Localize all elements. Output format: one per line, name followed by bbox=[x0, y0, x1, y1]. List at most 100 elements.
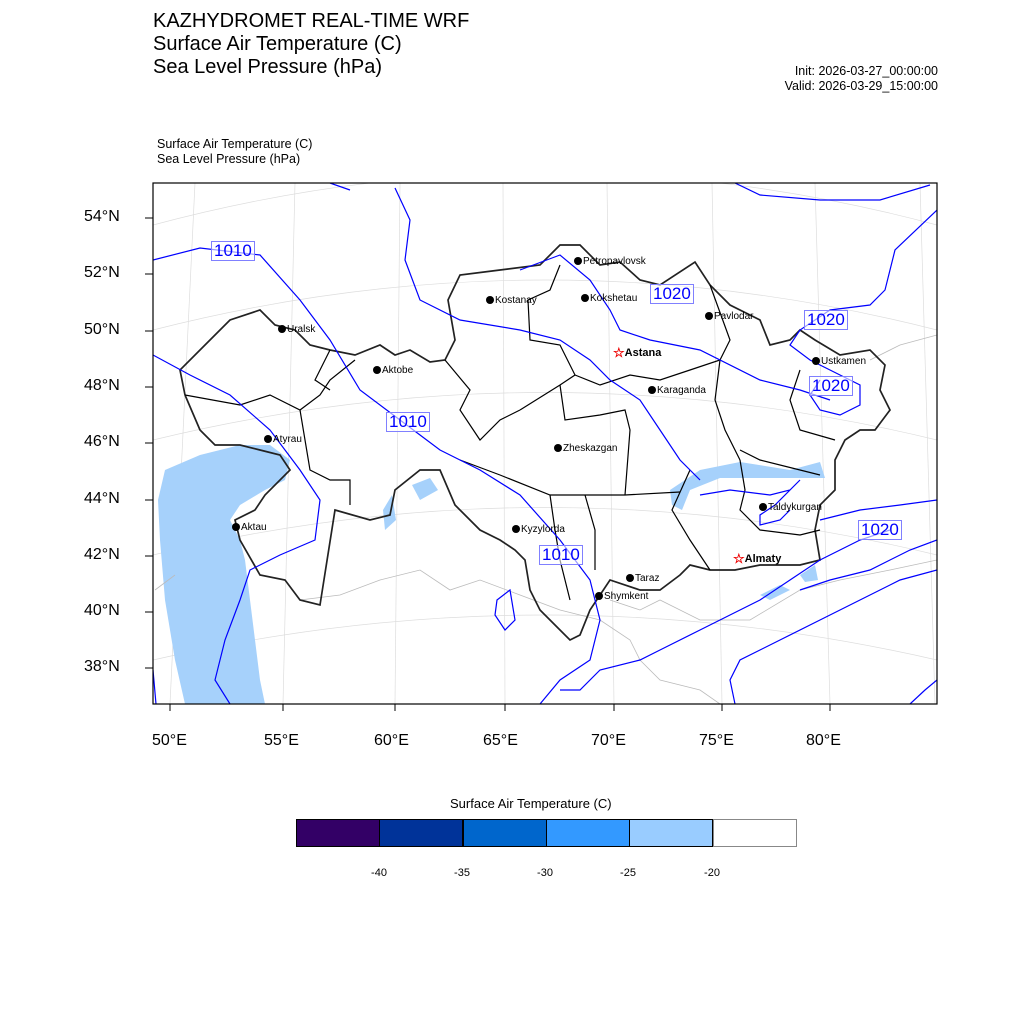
city-marker: Zheskazgan bbox=[554, 444, 617, 454]
contour-label: 1020 bbox=[809, 376, 853, 396]
city-label: Kostanay bbox=[495, 295, 537, 306]
init-time: Init: 2026-03-27_00:00:00 bbox=[794, 64, 938, 78]
colorbar-label: -40 bbox=[371, 867, 387, 879]
city-marker: Kostanay bbox=[486, 296, 537, 306]
main-title: KAZHYDROMET REAL-TIME WRF Surface Air Te… bbox=[153, 10, 469, 79]
city-dot-icon bbox=[278, 325, 286, 334]
city-label: Kokshetau bbox=[590, 293, 638, 304]
lon-tick-label: 50°E bbox=[152, 732, 187, 749]
lon-tick-label: 60°E bbox=[374, 732, 409, 749]
axis-ticks bbox=[145, 217, 831, 711]
colorbar-label: -20 bbox=[704, 867, 720, 879]
city-label: Aktau bbox=[241, 522, 267, 533]
lat-tick-label: 40°N bbox=[84, 602, 120, 619]
subtitle-line: Sea Level Pressure (hPa) bbox=[157, 152, 301, 166]
title-line: KAZHYDROMET REAL-TIME WRF bbox=[153, 10, 470, 32]
city-label: Pavlodar bbox=[714, 311, 754, 322]
country-border bbox=[179, 244, 891, 642]
lat-tick-label: 54°N bbox=[84, 208, 120, 225]
city-dot-icon bbox=[581, 294, 589, 303]
lon-tick-label: 75°E bbox=[699, 732, 734, 749]
colorbar-swatch bbox=[462, 819, 547, 847]
city-dot-icon bbox=[705, 312, 713, 321]
lon-tick-label: 80°E bbox=[806, 732, 841, 749]
city-label: Uralsk bbox=[287, 324, 316, 335]
city-label: Taraz bbox=[635, 573, 660, 584]
colorbar-title: Surface Air Temperature (C) bbox=[450, 796, 612, 811]
colorbar-swatch bbox=[712, 819, 797, 847]
valid-time: Valid: 2026-03-29_15:00:00 bbox=[784, 79, 938, 93]
contour-label: 1010 bbox=[386, 412, 430, 432]
city-marker: Shymkent bbox=[595, 592, 648, 602]
city-dot-icon bbox=[486, 296, 494, 305]
city-marker: Aktobe bbox=[373, 366, 413, 376]
star-icon: ☆ bbox=[613, 345, 625, 361]
subtitle-line: Surface Air Temperature (C) bbox=[157, 137, 313, 151]
star-icon: ☆ bbox=[733, 551, 745, 567]
lon-tick-label: 65°E bbox=[483, 732, 518, 749]
city-dot-icon bbox=[759, 503, 767, 512]
city-marker: Taldykurgan bbox=[759, 503, 822, 513]
plot-subtitle: Surface Air Temperature (C) Sea Level Pr… bbox=[157, 137, 312, 167]
contour-label: 1020 bbox=[804, 310, 848, 330]
colorbar-swatch bbox=[379, 819, 464, 847]
pressure-contours bbox=[153, 183, 937, 704]
lat-tick-label: 38°N bbox=[84, 658, 120, 675]
city-label: Shymkent bbox=[604, 591, 649, 602]
city-dot-icon bbox=[264, 435, 272, 444]
city-label: Taldykurgan bbox=[768, 502, 822, 513]
caspian-sea bbox=[158, 445, 290, 704]
city-dot-icon bbox=[574, 257, 582, 266]
lon-tick-label: 55°E bbox=[264, 732, 299, 749]
contour-label: 1020 bbox=[650, 284, 694, 304]
city-label: Petropavlovsk bbox=[583, 256, 646, 267]
city-marker: Petropavlovsk bbox=[574, 257, 646, 267]
city-dot-icon bbox=[648, 386, 656, 395]
colorbar-swatch bbox=[545, 819, 630, 847]
city-label: Atyrau bbox=[273, 434, 302, 445]
city-label: Ustkamen bbox=[821, 356, 867, 367]
lat-tick-label: 52°N bbox=[84, 264, 120, 281]
lat-tick-label: 46°N bbox=[84, 433, 120, 450]
city-dot-icon bbox=[373, 366, 381, 375]
city-label: Astana bbox=[624, 347, 662, 359]
capital-marker: ☆Almaty bbox=[733, 551, 782, 567]
colorbar-label: -30 bbox=[537, 867, 553, 879]
contour-label: 1010 bbox=[211, 241, 255, 261]
lat-tick-label: 44°N bbox=[84, 490, 120, 507]
city-dot-icon bbox=[512, 525, 520, 534]
city-dot-icon bbox=[626, 574, 634, 583]
city-label: Kyzylorda bbox=[521, 524, 565, 535]
city-marker: Uralsk bbox=[278, 325, 315, 335]
city-dot-icon bbox=[595, 592, 603, 601]
graticule bbox=[153, 183, 937, 704]
title-line: Sea Level Pressure (hPa) bbox=[153, 56, 383, 78]
city-marker: Ustkamen bbox=[812, 357, 866, 367]
city-marker: Kokshetau bbox=[581, 294, 637, 304]
city-marker: Karaganda bbox=[648, 386, 706, 396]
city-label: Zheskazgan bbox=[563, 443, 618, 454]
time-info: Init: 2026-03-27_00:00:00 Valid: 2026-03… bbox=[785, 64, 938, 94]
city-dot-icon bbox=[232, 523, 240, 532]
contour-label: 1020 bbox=[858, 520, 902, 540]
city-marker: Kyzylorda bbox=[512, 525, 565, 535]
title-line: Surface Air Temperature (C) bbox=[153, 33, 402, 55]
colorbar-swatch bbox=[296, 819, 380, 847]
city-marker: Aktau bbox=[232, 523, 267, 533]
lat-tick-label: 48°N bbox=[84, 377, 120, 394]
neighbour-borders bbox=[154, 334, 937, 704]
city-marker: Pavlodar bbox=[705, 312, 753, 322]
city-label: Almaty bbox=[744, 553, 782, 565]
city-marker: Taraz bbox=[626, 574, 659, 584]
city-label: Aktobe bbox=[382, 365, 414, 376]
city-label: Karaganda bbox=[657, 385, 706, 396]
colorbar-label: -35 bbox=[454, 867, 470, 879]
lat-tick-label: 50°N bbox=[84, 321, 120, 338]
city-marker: Atyrau bbox=[264, 435, 302, 445]
colorbar-label: -25 bbox=[620, 867, 636, 879]
colorbar-swatch bbox=[629, 819, 714, 847]
lat-tick-label: 42°N bbox=[84, 546, 120, 563]
city-dot-icon bbox=[812, 357, 820, 366]
lon-tick-label: 70°E bbox=[591, 732, 626, 749]
